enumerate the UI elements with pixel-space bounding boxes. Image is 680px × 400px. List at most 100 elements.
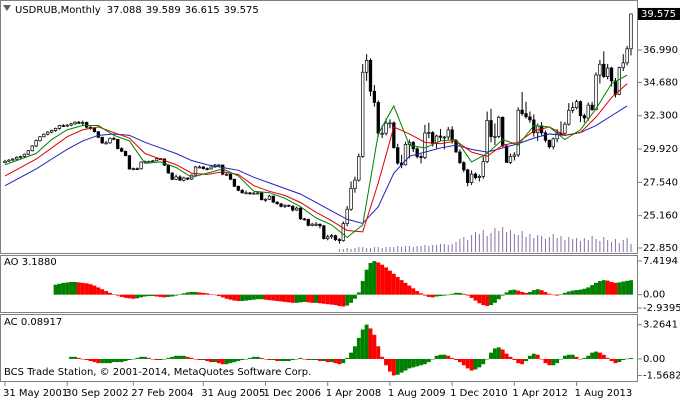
- histogram-bar: [294, 294, 299, 303]
- histogram-bar: [465, 358, 470, 369]
- histogram-bar: [224, 358, 229, 365]
- histogram-bar: [290, 294, 295, 303]
- candle-body: [38, 136, 42, 142]
- histogram-bar: [422, 358, 427, 365]
- histogram-bar: [185, 292, 190, 295]
- histogram-bar: [352, 294, 357, 299]
- candle-body: [477, 176, 482, 178]
- histogram-bar: [88, 358, 93, 362]
- ma-line: [4, 105, 628, 225]
- histogram-bar: [559, 358, 563, 360]
- candle-body: [625, 48, 629, 64]
- chart-header: USDRUB,Monthly 37.088 39.589 36.615 39.575: [15, 5, 259, 16]
- histogram-bar: [403, 282, 408, 295]
- histogram-bar: [434, 355, 439, 359]
- histogram-bar: [512, 358, 517, 360]
- candle-body: [46, 131, 50, 135]
- candle-body: [318, 223, 322, 227]
- histogram-bar: [384, 267, 388, 295]
- candle-body: [415, 148, 419, 157]
- candle-body: [341, 223, 345, 241]
- candle-body: [322, 225, 326, 239]
- histogram-bar: [131, 358, 136, 360]
- candle-body: [392, 122, 396, 148]
- histogram-bar: [555, 358, 560, 364]
- candle-body: [22, 153, 27, 157]
- histogram-bar: [457, 292, 462, 295]
- candle-body: [528, 116, 532, 121]
- candle-body: [508, 155, 513, 163]
- histogram-bar: [286, 358, 291, 362]
- histogram-bar: [255, 294, 260, 300]
- histogram-bar: [275, 358, 280, 362]
- candle-body: [458, 151, 462, 163]
- histogram-bar: [562, 355, 567, 359]
- candle-body: [551, 138, 555, 148]
- candle-body: [571, 107, 575, 111]
- x-tick-label: 1 Aug 2013: [575, 388, 633, 399]
- x-tick-label: 31 May 2001: [3, 388, 68, 399]
- histogram-bar: [535, 354, 540, 359]
- histogram-bar: [531, 290, 536, 295]
- histogram-bar: [356, 337, 361, 359]
- histogram-bar: [539, 358, 544, 360]
- candle-body: [228, 173, 233, 180]
- histogram-bar: [399, 358, 404, 373]
- candle-body: [403, 144, 408, 166]
- histogram-bar: [454, 292, 458, 295]
- histogram-bar: [251, 294, 256, 300]
- candle-body: [85, 122, 89, 128]
- histogram-bar: [76, 357, 81, 359]
- histogram-bar: [450, 293, 455, 295]
- candle-body: [53, 127, 58, 131]
- histogram-bar: [625, 358, 630, 360]
- candle-body: [314, 223, 318, 226]
- histogram-bar: [271, 294, 276, 301]
- candle-body: [598, 63, 602, 76]
- histogram-bar: [504, 353, 509, 359]
- candle-body: [256, 192, 260, 195]
- candle-body: [438, 135, 443, 138]
- candle-body: [613, 80, 618, 95]
- histogram-bar: [298, 294, 303, 303]
- histogram-bar: [162, 358, 167, 360]
- histogram-bar: [415, 291, 420, 295]
- histogram-bar: [555, 294, 560, 296]
- histogram-bar: [500, 294, 505, 296]
- histogram-bar: [582, 357, 587, 359]
- histogram-bar: [527, 291, 532, 295]
- histogram-bar: [380, 356, 385, 359]
- high-value: 39.589: [146, 5, 181, 16]
- candle-body: [201, 166, 205, 169]
- histogram-bar: [473, 294, 478, 301]
- histogram-bar: [228, 358, 233, 364]
- candle-body: [333, 235, 338, 240]
- candle-body: [267, 195, 272, 200]
- candle-body: [380, 132, 384, 135]
- histogram-bar: [302, 294, 307, 302]
- histogram-bar: [166, 357, 171, 359]
- candle-body: [326, 236, 330, 239]
- candle-body: [186, 177, 190, 180]
- histogram-bar: [224, 294, 229, 299]
- histogram-bar: [310, 294, 315, 303]
- candle-body: [42, 133, 46, 138]
- candle-body: [232, 178, 237, 187]
- histogram-bar: [617, 282, 622, 295]
- symbol-icon: [3, 5, 11, 11]
- histogram-bar: [391, 358, 396, 376]
- histogram-bar: [384, 358, 388, 366]
- histogram-bar: [438, 354, 443, 359]
- histogram-bar: [380, 264, 385, 295]
- candle-body: [364, 59, 369, 73]
- candle-body: [473, 173, 478, 178]
- candle-body: [609, 67, 614, 82]
- histogram-bar: [586, 355, 591, 359]
- histogram-bar: [139, 356, 144, 359]
- histogram-bar: [419, 358, 423, 366]
- histogram-bar: [115, 294, 120, 296]
- histogram-bar: [547, 358, 552, 366]
- histogram-bar: [143, 294, 147, 297]
- candle-body: [536, 125, 540, 134]
- histogram-bar: [154, 358, 159, 360]
